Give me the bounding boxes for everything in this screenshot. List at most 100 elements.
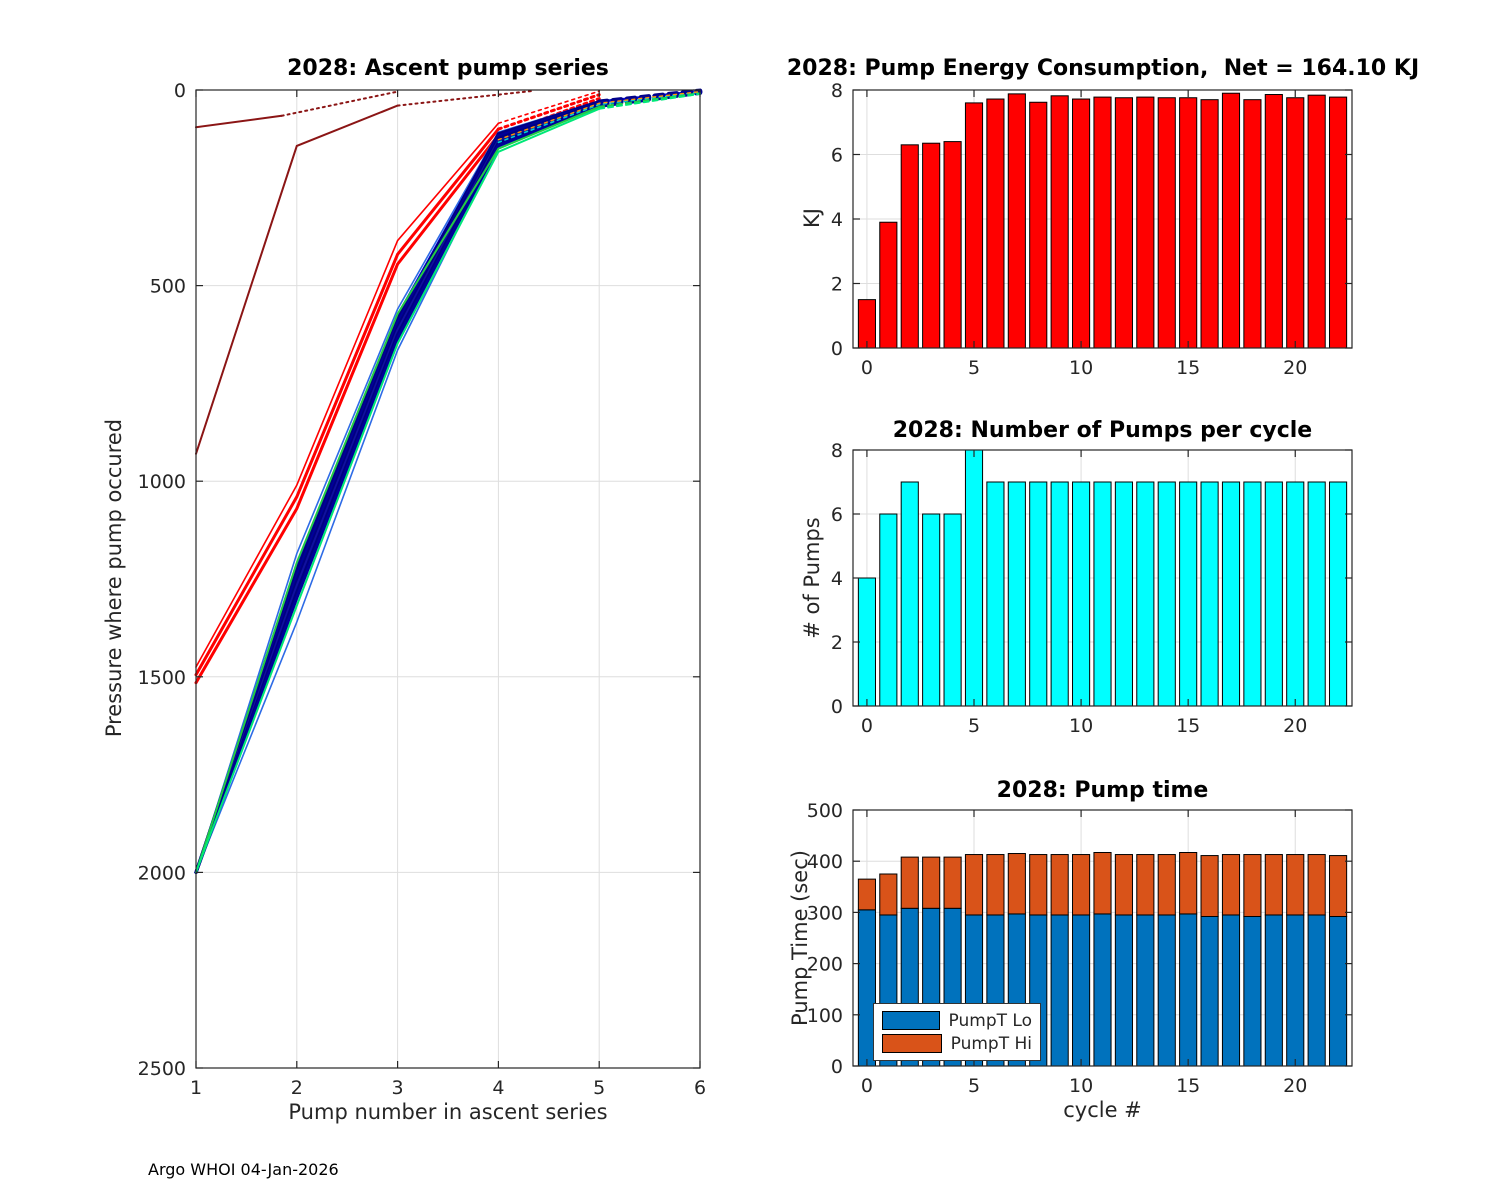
red-cycle-a <box>195 122 500 668</box>
bar-segment <box>1286 914 1305 1067</box>
pumptime-xlabel: cycle # <box>1063 1098 1142 1122</box>
bar <box>1307 481 1326 707</box>
bar <box>1286 97 1305 349</box>
bar <box>922 142 941 349</box>
bar-segment <box>1093 913 1112 1067</box>
x-tick-label: 15 <box>1176 357 1200 379</box>
x-tick-label: 0 <box>861 715 873 737</box>
bar <box>1179 97 1198 349</box>
x-tick-label: 15 <box>1176 1075 1200 1097</box>
bar-segment <box>1221 914 1241 1067</box>
ascent-plot-background <box>196 90 700 1068</box>
bar-segment <box>1072 914 1091 1067</box>
red-cycle-b-dotted <box>496 93 601 131</box>
y-tick-label: 500 <box>807 800 843 822</box>
bar <box>1114 97 1133 349</box>
bar <box>1029 101 1048 349</box>
bar <box>900 481 919 707</box>
bar <box>1093 481 1112 707</box>
bar <box>1200 481 1219 707</box>
y-tick-label: 2500 <box>138 1058 186 1080</box>
bar <box>879 513 898 707</box>
x-tick-label: 5 <box>968 1075 980 1097</box>
bar-segment <box>986 854 1005 916</box>
bar <box>1136 481 1155 707</box>
x-tick-label: 3 <box>392 1077 404 1099</box>
springgreen-cycle-dashed <box>598 92 701 110</box>
pumptime-axes-box <box>852 809 1353 1067</box>
y-tick-label: 500 <box>150 276 186 298</box>
bar <box>943 513 962 707</box>
bar <box>964 449 984 707</box>
bar <box>857 577 876 707</box>
y-tick-label: 2 <box>831 632 843 654</box>
bar-segment <box>857 878 876 911</box>
bar <box>900 144 919 349</box>
legend-swatch-pumpt-hi <box>882 1034 942 1053</box>
bar-segment <box>964 854 984 916</box>
x-tick-label: 20 <box>1283 357 1307 379</box>
bar-segment <box>1307 914 1326 1067</box>
energy-plot-title: 2028: Pump Energy Consumption, Net = 164… <box>786 56 1420 81</box>
bar-segment <box>900 856 919 909</box>
x-tick-label: 15 <box>1176 715 1200 737</box>
bar <box>922 513 941 707</box>
bar-segment <box>1029 854 1048 916</box>
legend-swatch-pumpt-lo <box>882 1011 940 1030</box>
x-tick-label: 0 <box>861 357 873 379</box>
y-tick-label: 8 <box>831 80 843 102</box>
y-tick-label: 200 <box>807 954 843 976</box>
pumptime-ylabel: Pump Time (sec) <box>788 850 812 1026</box>
bar <box>1093 96 1112 349</box>
bar <box>1264 481 1283 707</box>
bar-segment <box>1286 854 1305 916</box>
npumps-plot-title: 2028: Number of Pumps per cycle <box>892 418 1313 443</box>
y-tick-label: 6 <box>831 504 843 526</box>
early-cycle-shallow-solid <box>195 114 283 129</box>
y-tick-label: 0 <box>174 80 186 102</box>
bar <box>1243 99 1262 349</box>
ascent-plot-title: 2028: Ascent pump series <box>287 56 609 81</box>
y-tick-label: 4 <box>831 568 843 590</box>
bar-segment <box>1329 855 1348 917</box>
bar-segment <box>1136 914 1155 1067</box>
x-tick-label: 5 <box>593 1077 605 1099</box>
bar-segment <box>1329 915 1348 1067</box>
bar-segment <box>1050 854 1069 916</box>
bar <box>1329 481 1348 707</box>
bar-segment <box>1264 914 1283 1067</box>
x-tick-label: 1 <box>190 1077 202 1099</box>
ascent-axes-box <box>195 89 701 1069</box>
energy-ylabel: KJ <box>800 208 824 228</box>
bar-segment <box>1114 914 1133 1067</box>
x-tick-label: 4 <box>492 1077 504 1099</box>
bar-segment <box>922 856 941 909</box>
bar-segment <box>1093 851 1112 915</box>
green-cycle <box>195 105 601 874</box>
y-tick-label: 0 <box>831 1056 843 1078</box>
orange-cycle-dashed <box>497 90 701 141</box>
y-tick-label: 2 <box>831 274 843 296</box>
y-tick-label: 4 <box>831 209 843 231</box>
y-tick-label: 1500 <box>138 667 186 689</box>
bar <box>1007 481 1026 707</box>
x-tick-label: 20 <box>1283 1075 1307 1097</box>
y-tick-label: 2000 <box>138 862 186 884</box>
early-cycle-deep-solid <box>195 104 399 455</box>
bar <box>1114 481 1133 707</box>
bar-segment <box>1221 854 1241 916</box>
bar-segment <box>1200 915 1219 1067</box>
y-tick-label: 8 <box>831 440 843 462</box>
red-cycle-a-dotted <box>497 90 601 125</box>
x-tick-label: 20 <box>1283 715 1307 737</box>
bar-segment <box>1264 854 1283 916</box>
y-tick-label: 400 <box>807 851 843 873</box>
bar-segment <box>1243 915 1262 1067</box>
y-tick-label: 100 <box>807 1005 843 1027</box>
bar <box>1157 481 1176 707</box>
x-tick-label: 10 <box>1069 357 1093 379</box>
footer-text: Argo WHOI 04-Jan-2026 <box>148 1160 339 1179</box>
bar <box>1157 97 1176 349</box>
bar-segment <box>1243 854 1262 917</box>
